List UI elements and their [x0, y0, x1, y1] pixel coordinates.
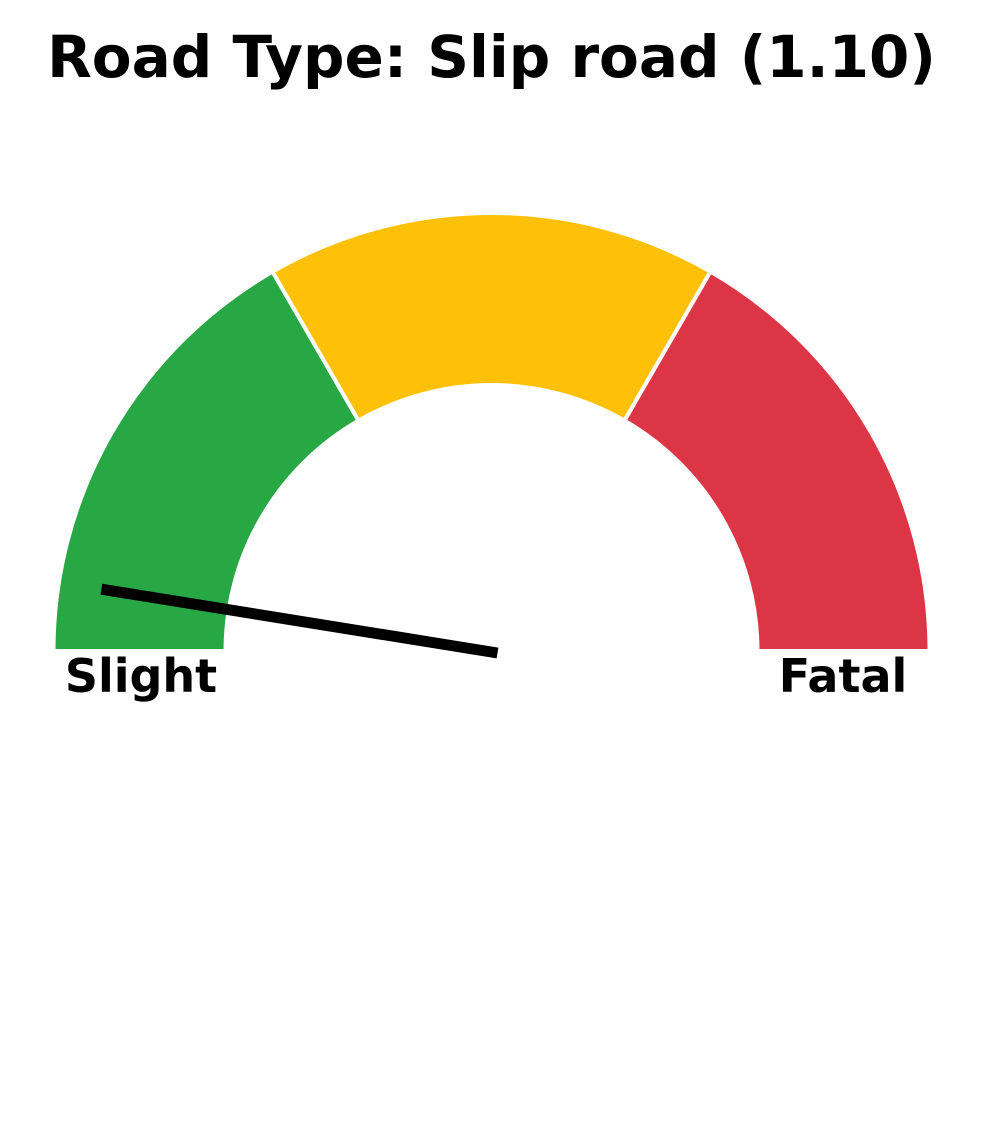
- gauge-band-3: [621, 268, 932, 653]
- gauge-band-1: [51, 268, 362, 653]
- gauge-needle: [100, 583, 499, 659]
- gauge-bands: [51, 211, 932, 653]
- gauge-band-2: [269, 211, 714, 424]
- max-label: Fatal: [779, 649, 908, 703]
- chart-title: Road Type: Slip road (1.10): [47, 23, 936, 91]
- min-label: Slight: [65, 649, 217, 703]
